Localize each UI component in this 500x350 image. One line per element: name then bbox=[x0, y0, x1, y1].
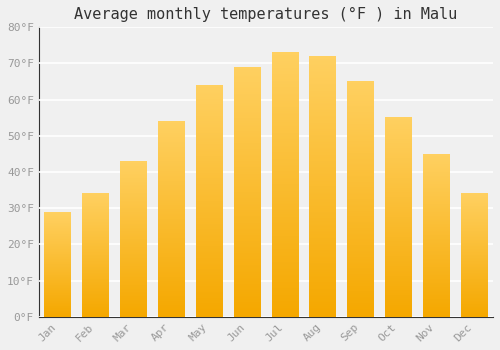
Title: Average monthly temperatures (°F ) in Malu: Average monthly temperatures (°F ) in Ma… bbox=[74, 7, 458, 22]
